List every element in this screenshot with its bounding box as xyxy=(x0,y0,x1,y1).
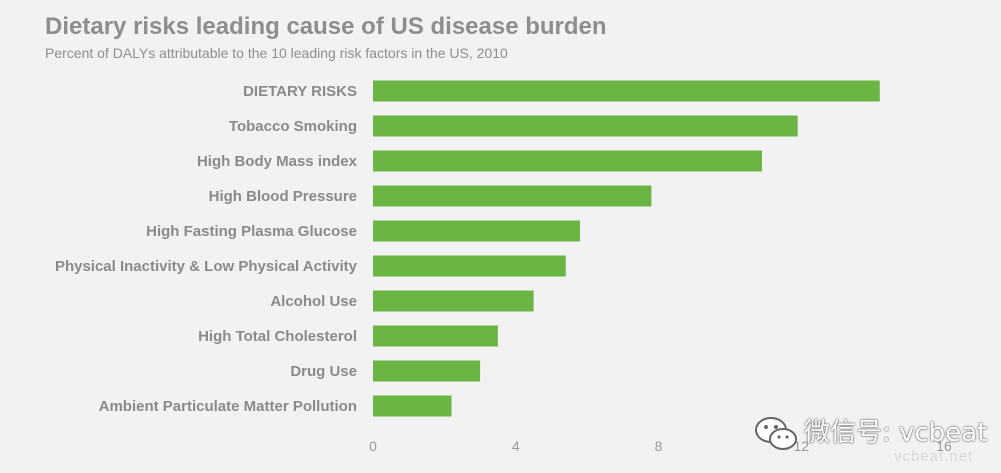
bar xyxy=(373,185,652,207)
bar xyxy=(373,150,762,172)
category-label: High Fasting Plasma Glucose xyxy=(146,223,357,240)
x-tick-label: 0 xyxy=(369,438,377,454)
x-tick-label: 12 xyxy=(793,438,809,454)
category-label: Tobacco Smoking xyxy=(229,118,357,135)
x-tick-label: 8 xyxy=(655,438,663,454)
category-label: DIETARY RISKS xyxy=(243,83,357,100)
bar xyxy=(373,220,580,242)
bar xyxy=(373,115,798,137)
x-axis-ticks: 0 4 8 12 16 xyxy=(369,438,952,454)
category-labels: DIETARY RISKS Tobacco Smoking High Body Ma… xyxy=(55,83,358,415)
wechat-icon xyxy=(755,417,797,450)
category-label: High Total Cholesterol xyxy=(198,328,357,345)
bar xyxy=(373,80,880,102)
category-label: High Body Mass index xyxy=(197,153,358,170)
bar xyxy=(373,395,452,417)
category-label: Drug Use xyxy=(290,363,357,380)
x-tick-label: 4 xyxy=(512,438,520,454)
category-label: High Blood Pressure xyxy=(209,188,357,205)
bar xyxy=(373,290,534,312)
watermark: 微信号: vcbeat vcbeat.net xyxy=(754,412,994,468)
bar xyxy=(373,325,498,347)
chart-subtitle: Percent of DALYs attributable to the 10 … xyxy=(45,45,508,61)
category-label: Ambient Particulate Matter Pollution xyxy=(99,398,357,415)
x-tick-label: 16 xyxy=(936,438,952,454)
chart-title: Dietary risks leading cause of US diseas… xyxy=(45,13,607,40)
category-label: Alcohol Use xyxy=(270,293,357,310)
bar xyxy=(373,360,481,382)
watermark-sub-text: vcbeat.net xyxy=(894,448,974,465)
bar xyxy=(373,255,566,277)
category-label: Physical Inactivity & Low Physical Activ… xyxy=(55,258,358,275)
bars-group xyxy=(373,80,880,417)
watermark-main-text: 微信号: vcbeat xyxy=(804,418,988,448)
